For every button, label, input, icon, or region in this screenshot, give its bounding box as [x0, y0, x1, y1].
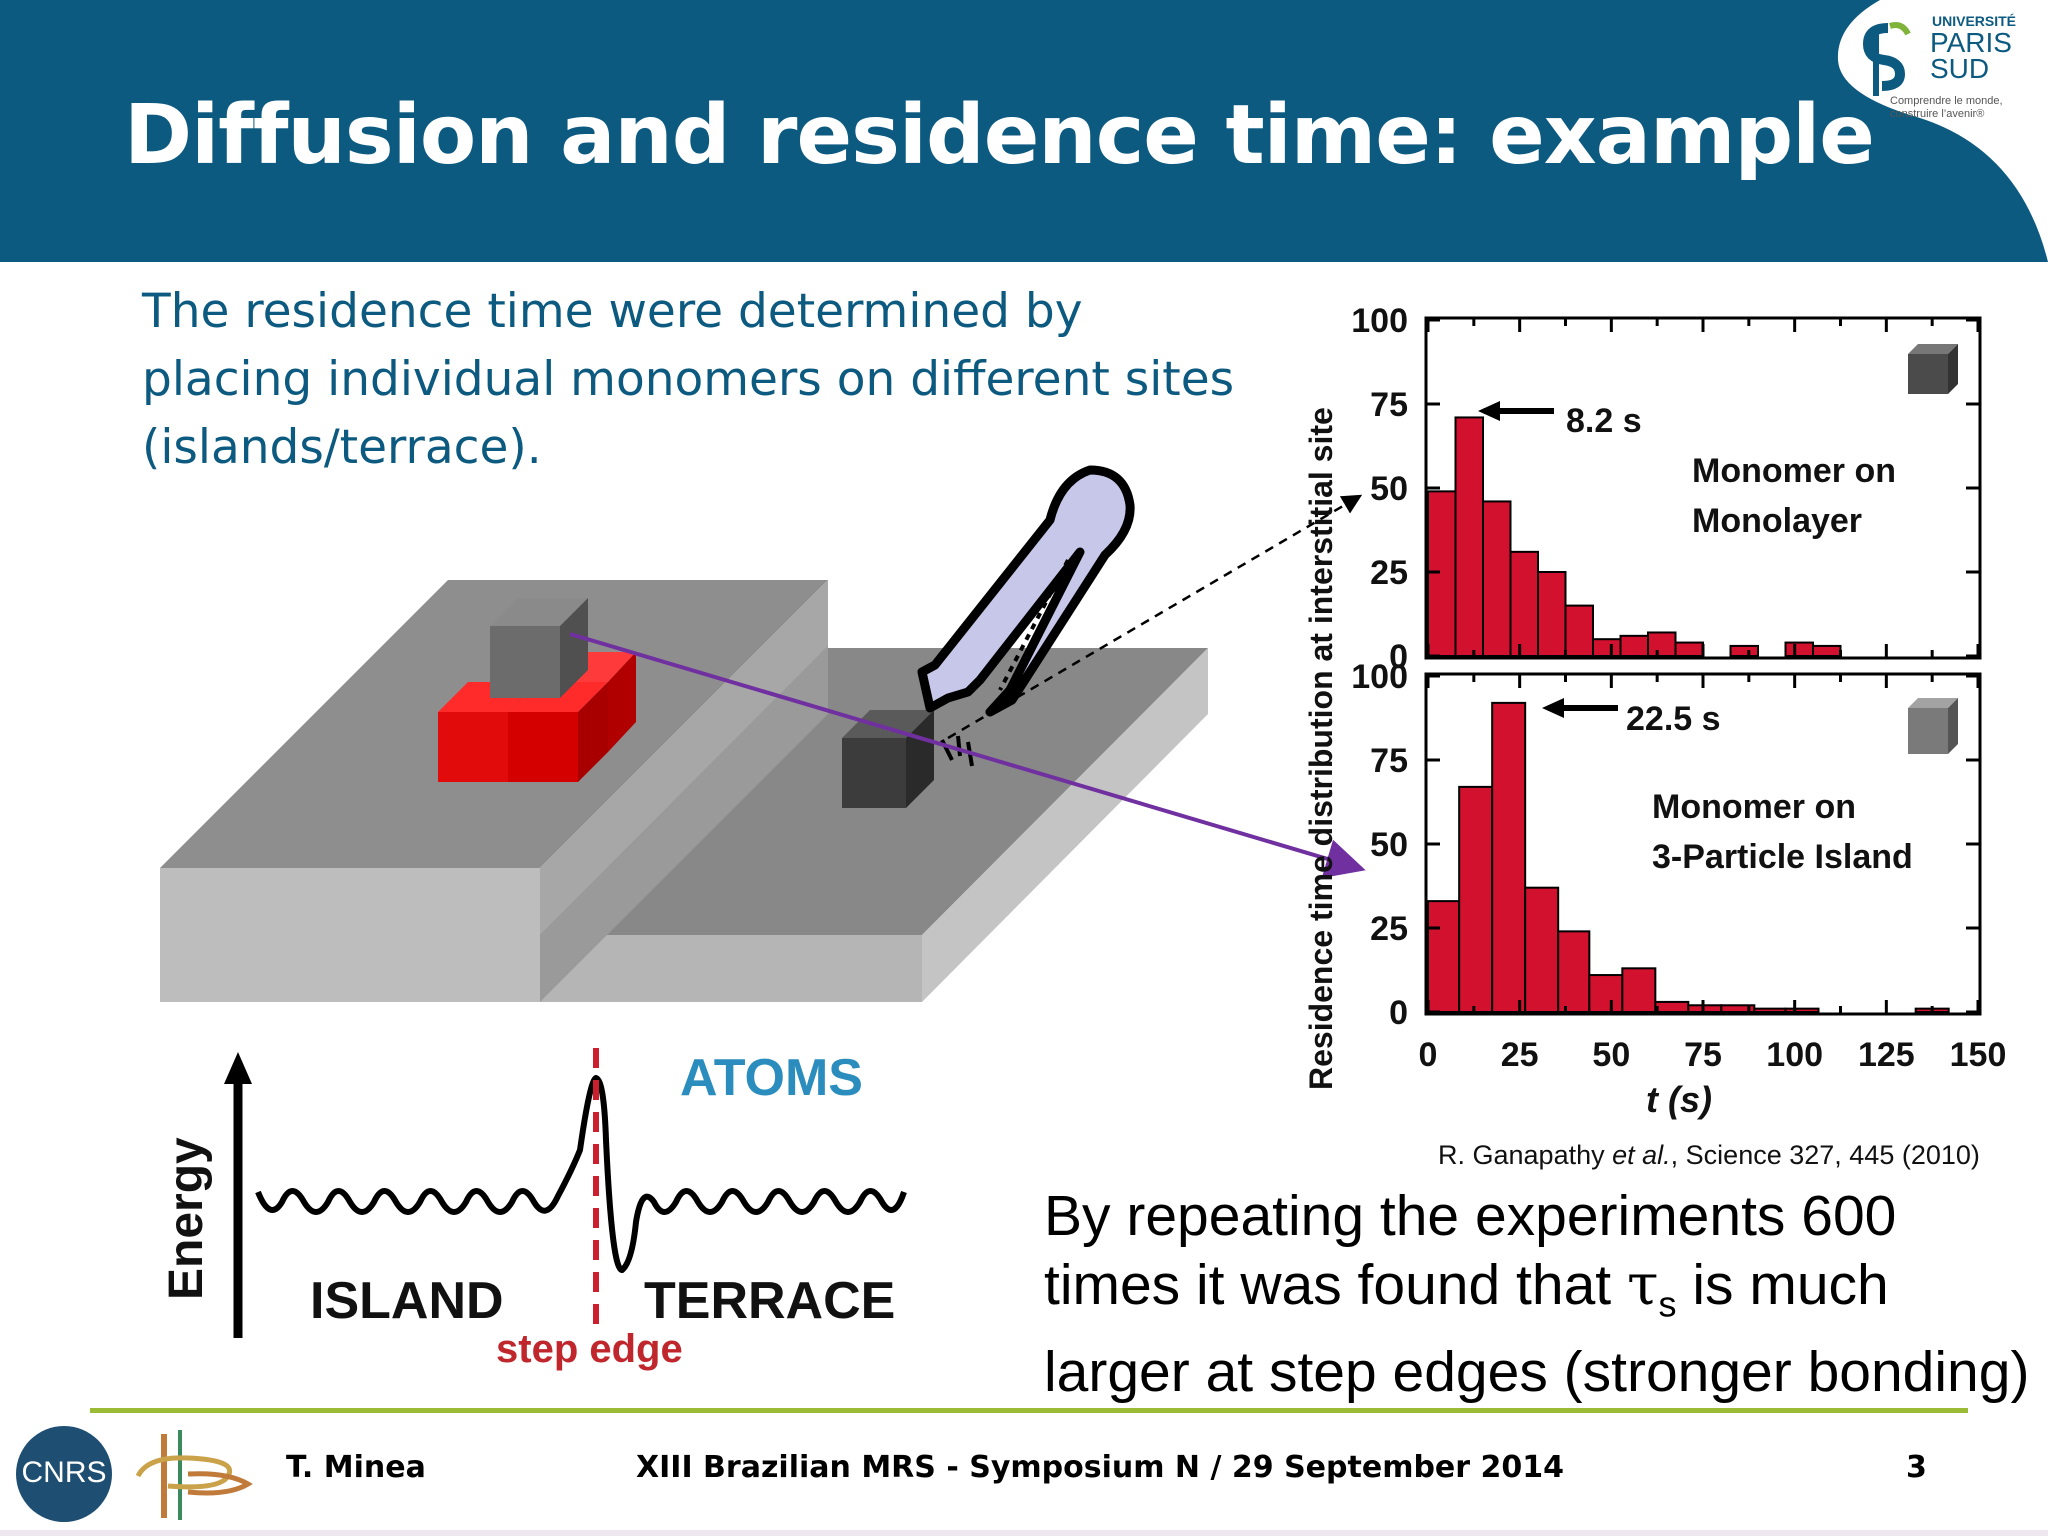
histogram-bar-top: [1784, 641, 1814, 657]
y-tick-label: 100: [1351, 302, 1408, 340]
x-tick-label: 50: [1592, 1036, 1630, 1074]
cube-icon-top: [1908, 344, 1958, 394]
y-tick-label: 75: [1370, 386, 1408, 424]
top-label-line1: Monomer on: [1692, 452, 1896, 490]
atoms-label: ATOMS: [680, 1049, 863, 1107]
conclusion-line2: times it was found that τs is much: [1044, 1252, 1889, 1325]
x-tick-label: 75: [1684, 1036, 1722, 1074]
x-tick-label: 150: [1950, 1036, 2007, 1074]
histogram-bar-bottom: [1491, 701, 1527, 1013]
bottom-strip: [0, 1530, 2048, 1536]
island-label: ISLAND: [310, 1272, 504, 1330]
histogram-bar-bottom: [1524, 886, 1560, 1013]
histogram-bar-bottom: [1784, 1007, 1820, 1014]
histogram-bar-top: [1729, 644, 1759, 657]
slide-title: Diffusion and residence time: example: [124, 88, 1875, 183]
university-logo: UNIVERSITÉ PARIS SUD Comprendre le monde…: [1790, 0, 2048, 262]
histogram-bar-top: [1619, 634, 1649, 658]
bottom-annotation: 22.5 s: [1626, 700, 1721, 738]
y-tick-label: 25: [1370, 554, 1408, 592]
footer-event: XIII Brazilian MRS - Symposium N / 29 Se…: [636, 1450, 1565, 1485]
monomer-cube-terrace: [842, 710, 934, 808]
x-tick-label: 125: [1858, 1036, 1915, 1074]
histogram-bar-top: [1482, 500, 1512, 657]
svg-text:PARIS: PARIS: [1930, 27, 2012, 58]
histogram-bar-top: [1427, 490, 1457, 657]
svg-text:Comprendre le monde,: Comprendre le monde,: [1890, 95, 2003, 107]
histogram-bar-bottom: [1654, 1000, 1690, 1013]
histogram-bar-bottom: [1621, 967, 1657, 1014]
svg-text:SUD: SUD: [1930, 53, 1989, 84]
histogram-bar-top: [1537, 571, 1567, 657]
histogram-bar-bottom: [1588, 974, 1624, 1013]
link-arrow: [569, 632, 1366, 879]
bottom-label-line2: 3-Particle Island: [1652, 838, 1913, 876]
histogram-bar-top: [1509, 550, 1539, 658]
x-tick-label: 25: [1501, 1036, 1539, 1074]
conclusion-text: By repeating the experiments 600 times i…: [1044, 1182, 2044, 1407]
tau-symbol: τ: [1626, 1252, 1659, 1318]
y-tick-label: 75: [1370, 742, 1408, 780]
svg-text:UNIVERSITÉ: UNIVERSITÉ: [1932, 13, 2016, 29]
y-tick-label: 0: [1389, 638, 1408, 676]
bottom-label-line1: Monomer on: [1652, 788, 1856, 826]
cube-icon-bottom: [1908, 698, 1958, 754]
histogram-bar-bottom: [1458, 785, 1494, 1013]
histogram-bar-bottom: [1427, 900, 1461, 1013]
histogram-bar-top: [1592, 638, 1622, 658]
top-annotation: 8.2 s: [1566, 402, 1642, 440]
histogram-bar-bottom: [1557, 930, 1591, 1013]
energy-diagram: Energy ISLAND TERRACE step edge ATOMS: [160, 1048, 907, 1371]
svg-text:CNRS: CNRS: [21, 1456, 106, 1489]
tweezers-icon: [917, 465, 1135, 767]
energy-axis-label: Energy: [160, 1137, 213, 1300]
step-edge-label: step edge: [496, 1327, 683, 1371]
x-tick-label: 100: [1766, 1036, 1823, 1074]
citation: R. Ganapathy et al., Science 327, 445 (2…: [1438, 1140, 1980, 1170]
conclusion-line1: By repeating the experiments 600: [1044, 1184, 1897, 1248]
terrace-label: TERRACE: [644, 1272, 895, 1330]
lpgp-logo: [135, 1430, 253, 1520]
histogram-bar-top: [1674, 641, 1704, 657]
cnrs-logo: CNRS: [16, 1426, 112, 1522]
title-bar: [0, 0, 2048, 262]
y-tick-label: 50: [1370, 470, 1408, 508]
histogram-bar-top: [1564, 604, 1594, 657]
histogram-bar-top: [1454, 416, 1484, 657]
chart-xlabel: t (s): [1646, 1079, 1712, 1120]
histogram-bar-top: [1647, 631, 1677, 657]
chart-ylabel: Residence time distribution at interstit…: [1303, 407, 1339, 1090]
footer-author: T. Minea: [286, 1450, 426, 1485]
monomer-cube-island: [490, 598, 588, 698]
footer-divider: [90, 1408, 1968, 1413]
y-tick-label: 50: [1370, 826, 1408, 864]
conclusion-line3: larger at step edges (stronger bonding): [1044, 1340, 2030, 1405]
y-tick-label: 25: [1370, 910, 1408, 948]
page-number: 3: [1906, 1450, 1927, 1485]
intro-text: The residence time were determined by pl…: [142, 284, 1235, 475]
histogram-bar-top: [1812, 644, 1842, 657]
top-label-line2: Monolayer: [1692, 502, 1862, 540]
histogram-bar-bottom: [1687, 1004, 1723, 1014]
x-tick-label: 0: [1419, 1036, 1438, 1074]
y-tick-label: 100: [1351, 658, 1408, 696]
y-tick-label: 0: [1389, 994, 1408, 1032]
svg-text:construire l’avenir®: construire l’avenir®: [1890, 108, 1984, 120]
histogram-chart: Residence time distribution at interstit…: [1303, 302, 2006, 1120]
histogram-bar-bottom: [1753, 1007, 1787, 1014]
